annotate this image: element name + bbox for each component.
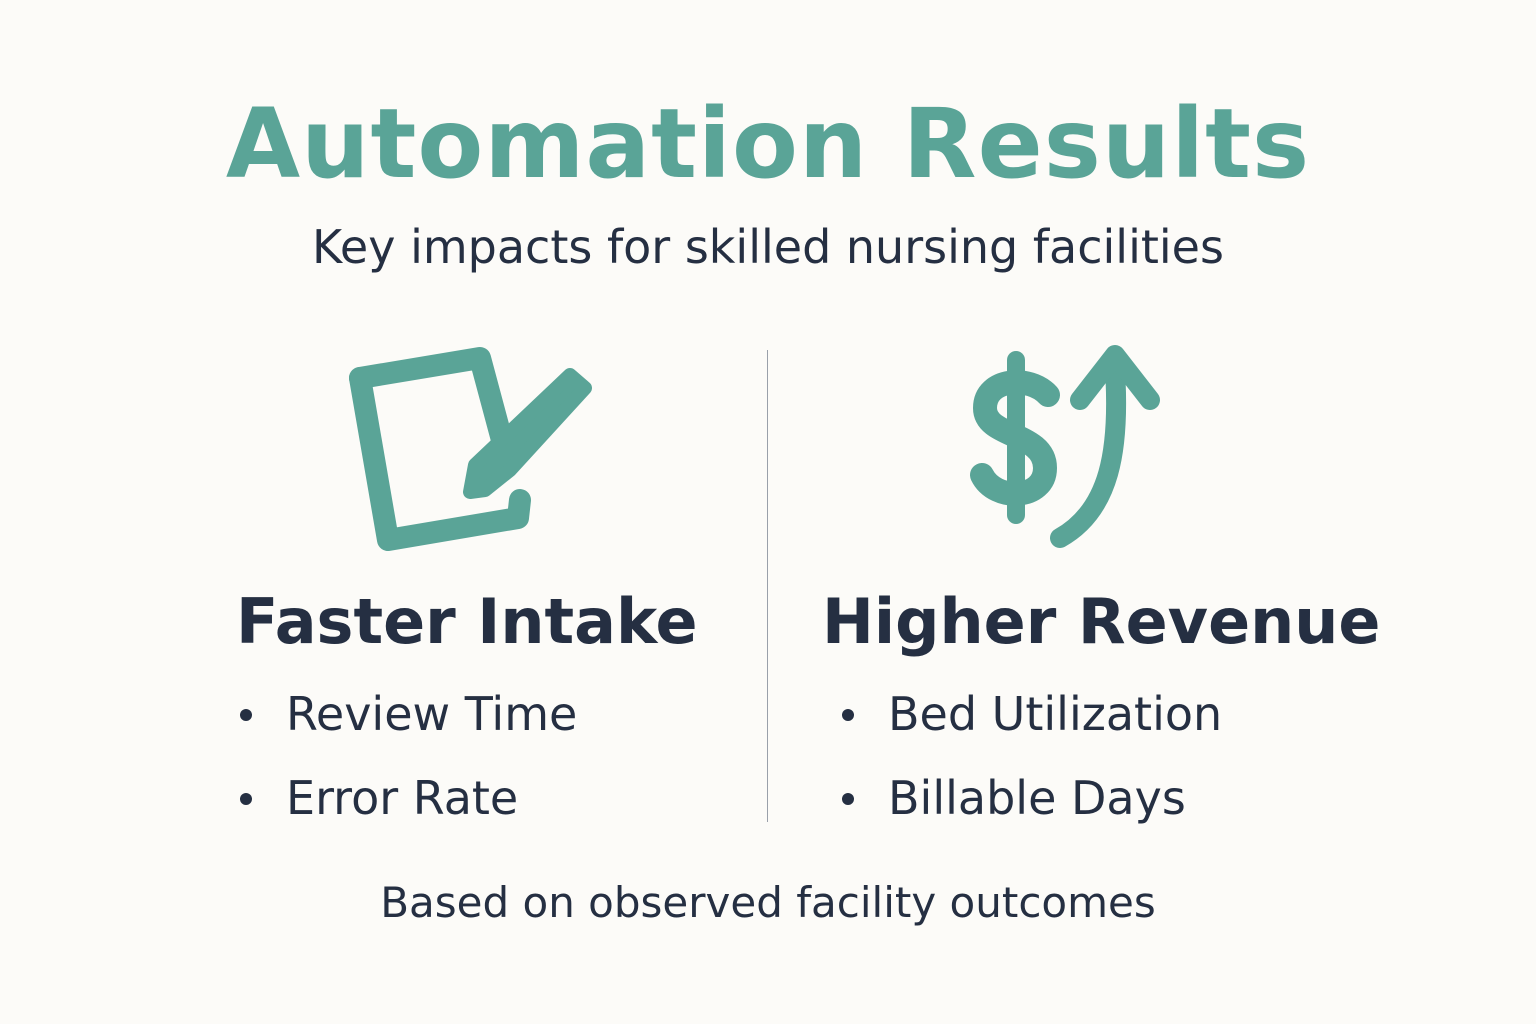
column: Higher Revenue Bed Utilization Billable … (822, 585, 1380, 852)
subtitle: Key impacts for skilled nursing faciliti… (312, 220, 1224, 274)
bullet-item: Error Rate (236, 768, 698, 852)
column-heading: Faster Intake (236, 585, 698, 658)
bullet-list: Review Time Error Rate (236, 684, 698, 852)
revenue-icon (970, 345, 1160, 548)
divider (767, 350, 768, 822)
bullet-item: Review Time (236, 684, 698, 768)
footer: Based on observed facility outcomes (380, 878, 1156, 927)
title: Automation Results (225, 88, 1311, 200)
column: Faster Intake Review Time Error Rate (236, 585, 698, 852)
bullet-list: Bed Utilization Billable Days (838, 684, 1380, 852)
intake-icon (349, 347, 592, 551)
column-heading: Higher Revenue (822, 585, 1381, 658)
bullet-item: Bed Utilization (838, 684, 1380, 768)
bullet-item: Billable Days (838, 768, 1380, 852)
